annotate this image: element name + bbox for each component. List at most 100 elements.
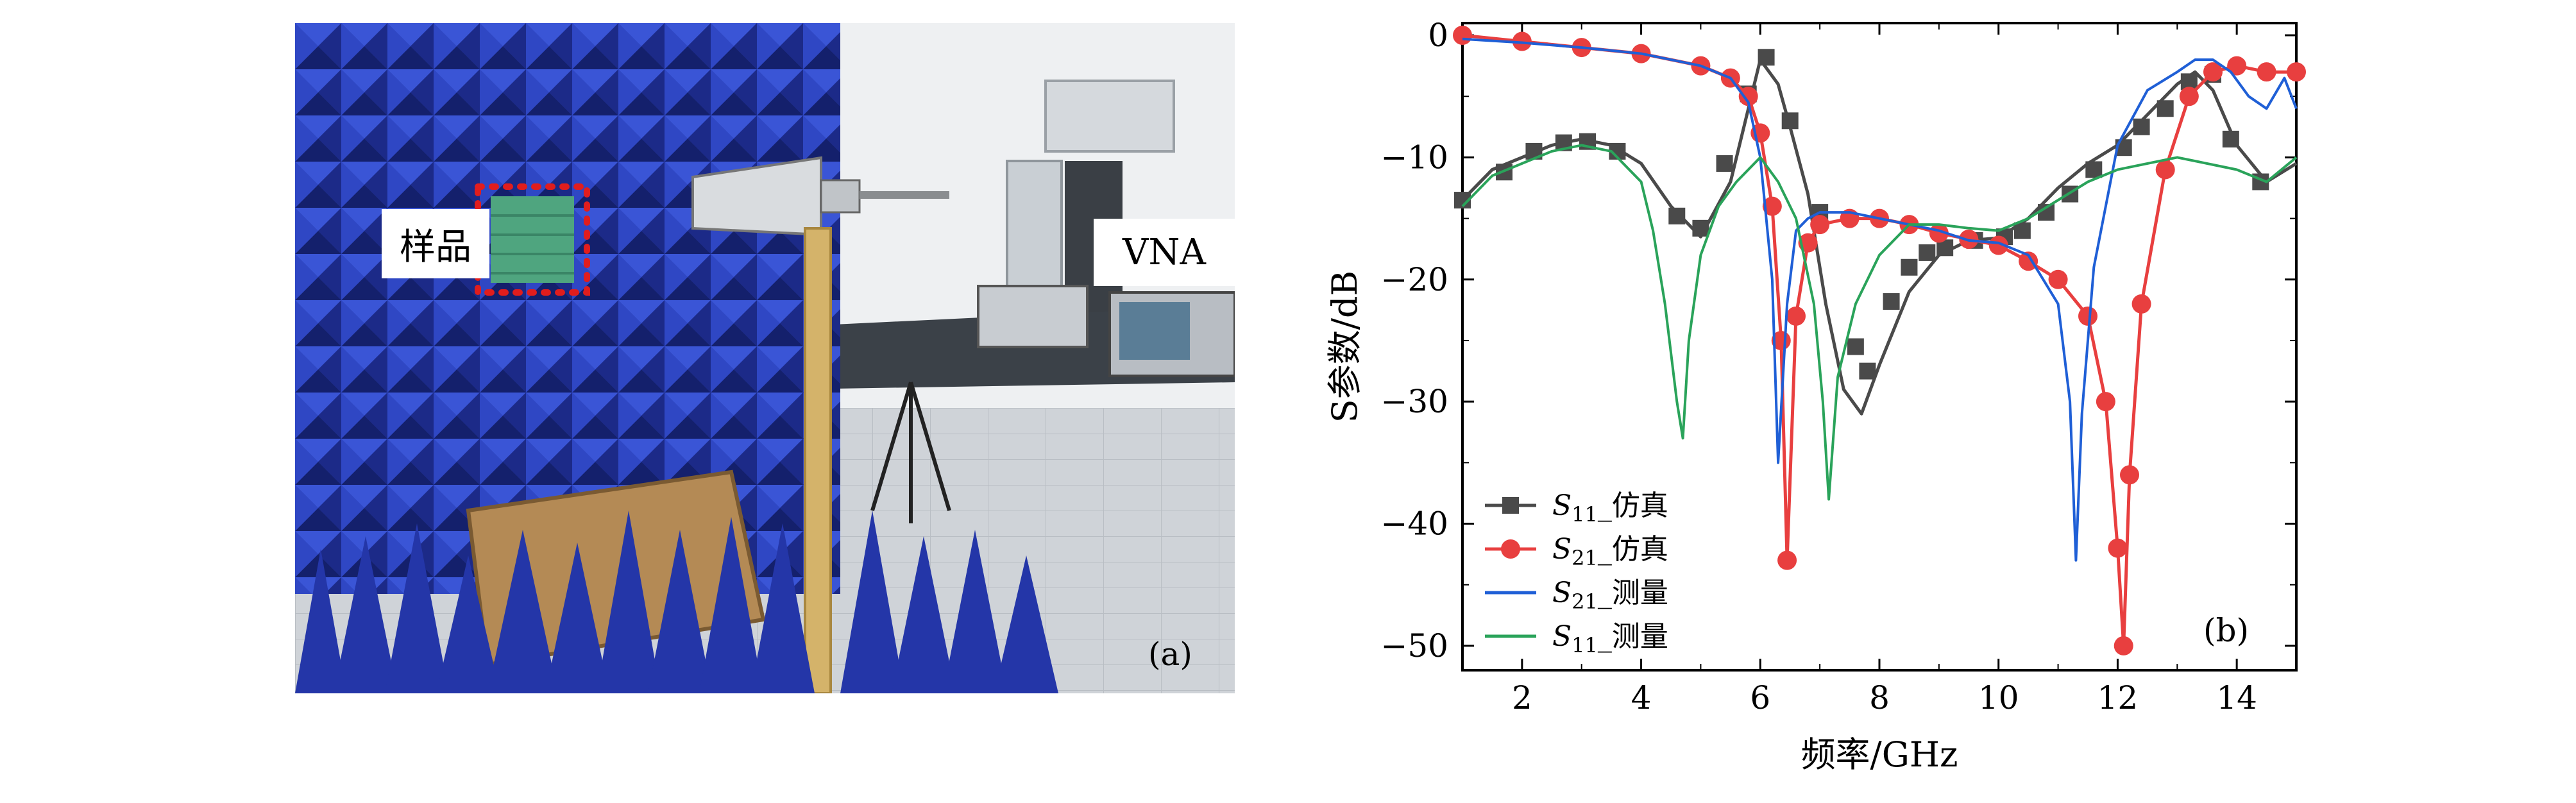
data-point-circle — [2131, 294, 2151, 314]
data-point-circle — [1631, 44, 1651, 63]
data-point-circle — [2203, 62, 2223, 82]
data-point-circle — [1810, 215, 1830, 235]
vna-label: VNA — [1094, 219, 1235, 286]
data-point-circle — [1988, 235, 2008, 255]
data-point-square — [1811, 204, 1829, 221]
data-point-square — [1966, 232, 1983, 249]
data-point-square — [2205, 65, 2221, 83]
data-point-square — [1859, 362, 1876, 380]
data-point-square — [1781, 112, 1799, 130]
data-point-circle — [1750, 123, 1770, 143]
data-point-square — [2038, 204, 2055, 221]
series-line-1 — [1462, 33, 2296, 648]
data-point-square — [1716, 155, 1733, 172]
y-tick-label: −50 — [1380, 627, 1448, 664]
series-line-3 — [1461, 144, 2298, 501]
instrument-box — [977, 285, 1089, 348]
sample-label: 样品 — [382, 209, 489, 278]
data-point-circle — [2120, 465, 2139, 485]
data-point-circle — [2227, 56, 2247, 76]
data-point-circle — [1840, 208, 1860, 228]
data-point-circle — [1572, 38, 1591, 58]
axis-ticks: 2 4 6 8 10 12 14 0 −10 −20 −30 −40 −50 — [1380, 17, 2297, 716]
x-tick-label: 6 — [1750, 679, 1770, 716]
y-tick-label: −20 — [1380, 261, 1448, 298]
legend-label: S21_测量 — [1552, 577, 1668, 614]
data-point-circle — [1720, 68, 1740, 88]
sample-lines — [491, 214, 574, 275]
legend: S11_仿真 S21_仿真 S21_测量 S11_测量 — [1485, 489, 1668, 657]
legend-marker-circle — [1501, 539, 1520, 559]
x-tick-label: 12 — [2097, 679, 2139, 716]
data-point-square — [2085, 161, 2103, 178]
data-point-square — [1525, 142, 1543, 160]
panel-b-label: (b) — [2203, 612, 2249, 649]
legend-label: S11_仿真 — [1552, 489, 1668, 527]
data-point-circle — [2078, 306, 2097, 326]
back-window — [1044, 80, 1175, 153]
plot-frame — [1461, 22, 2298, 672]
series-layer — [1453, 26, 2306, 655]
data-point-circle — [1691, 56, 1711, 76]
data-point-circle — [1771, 330, 1791, 350]
data-point-square — [1555, 134, 1572, 151]
data-point-circle — [2114, 636, 2133, 655]
data-point-circle — [2287, 62, 2306, 82]
data-point-square — [1692, 219, 1709, 237]
data-point-square — [1996, 228, 2013, 246]
data-point-square — [1758, 49, 1775, 66]
data-point-square — [2157, 100, 2174, 117]
photo-scene — [295, 23, 1235, 693]
data-point-square — [1847, 338, 1864, 355]
legend-label: S11_测量 — [1552, 620, 1668, 657]
x-axis-title: 频率/GHz — [1801, 734, 1958, 775]
legend-label: S21_仿真 — [1552, 533, 1668, 570]
x-tick-label: 14 — [2216, 679, 2257, 716]
x-tick-label: 8 — [1869, 679, 1890, 716]
foreground-cones — [295, 511, 1058, 693]
data-point-square — [1883, 293, 1900, 310]
data-point-circle — [1762, 196, 1782, 216]
x-tick-label: 4 — [1631, 679, 1652, 716]
data-point-circle — [2096, 392, 2115, 412]
data-point-circle — [1929, 223, 1949, 243]
data-point-circle — [1453, 26, 1472, 46]
data-point-square — [1740, 85, 1757, 103]
data-point-circle — [1777, 550, 1797, 570]
y-tick-label: −40 — [1380, 505, 1448, 543]
y-axis-title: S参数/dB — [1325, 271, 1365, 423]
data-point-circle — [1738, 87, 1758, 106]
data-point-square — [2062, 185, 2079, 203]
antenna-arm — [860, 191, 949, 199]
data-point-circle — [2257, 62, 2276, 82]
legend-marker-square — [1502, 496, 1519, 514]
data-point-square — [1454, 192, 1471, 209]
data-point-square — [1579, 133, 1596, 150]
data-point-circle — [2155, 160, 2175, 180]
data-point-circle — [2048, 269, 2068, 289]
y-tick-label: −30 — [1380, 383, 1448, 420]
data-point-square — [2115, 139, 2132, 156]
data-point-square — [2013, 222, 2031, 239]
antenna-mount — [820, 179, 861, 214]
data-point-circle — [1959, 229, 1979, 249]
data-point-square — [1668, 207, 1686, 224]
data-point-circle — [1786, 306, 1806, 326]
series-line-0 — [1461, 58, 2298, 416]
data-point-circle — [2108, 538, 2128, 558]
data-point-square — [1901, 258, 1918, 276]
data-point-square — [2133, 118, 2150, 135]
data-point-circle — [2179, 87, 2199, 106]
data-point-circle — [2019, 251, 2038, 271]
y-tick-label: 0 — [1428, 17, 1448, 54]
data-point-square — [2222, 130, 2239, 148]
data-point-square — [1609, 142, 1626, 160]
antenna-mast — [804, 227, 832, 693]
sample-panel — [491, 196, 574, 283]
x-tick-label: 10 — [1978, 679, 2019, 716]
data-point-circle — [1870, 208, 1889, 228]
data-point-square — [1496, 164, 1513, 181]
panel-a-label: (a) — [1148, 636, 1192, 673]
data-point-square — [1919, 244, 1936, 261]
data-point-circle — [1798, 233, 1818, 253]
